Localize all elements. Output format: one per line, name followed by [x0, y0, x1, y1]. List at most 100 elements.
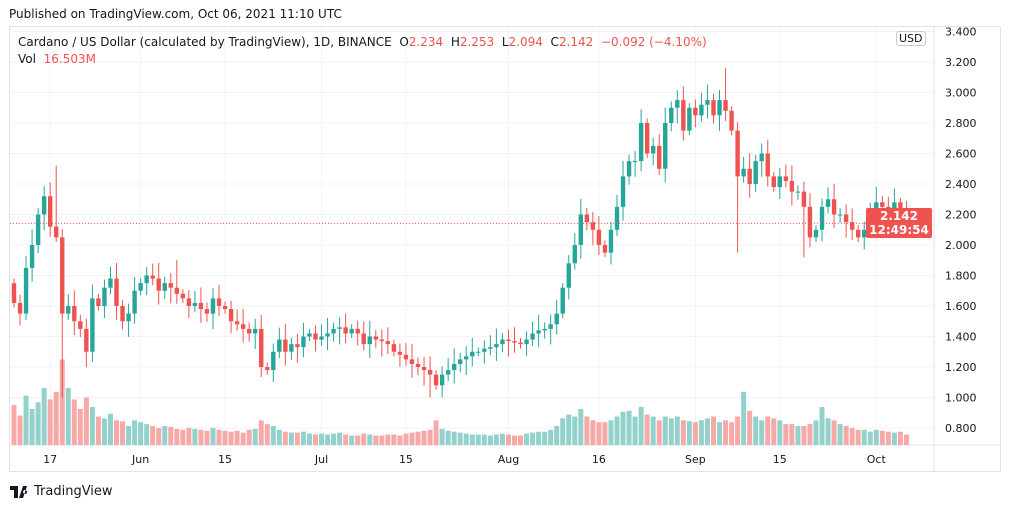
candle-body — [283, 339, 288, 352]
candle-body — [681, 100, 686, 131]
y-tick-label: 3.000 — [945, 87, 977, 100]
volume-bar — [759, 420, 765, 445]
candle-body — [445, 370, 451, 375]
volume-bar — [747, 410, 753, 445]
volume-bar — [210, 427, 216, 445]
volume-bar — [252, 428, 258, 445]
candle-body — [807, 206, 813, 238]
volume-bar — [686, 421, 692, 445]
candle-body — [530, 333, 535, 340]
candle-body — [421, 367, 427, 371]
volume-bar — [698, 420, 704, 445]
x-tick-label: 17 — [43, 453, 57, 466]
volume-bar — [885, 431, 891, 445]
y-tick-label: 2.200 — [945, 209, 977, 222]
volume-bar — [319, 433, 325, 445]
candle-body — [759, 153, 764, 162]
volume-bar — [385, 434, 391, 445]
volume-bar — [548, 429, 554, 445]
candle-body — [17, 302, 23, 314]
volume-bar — [560, 418, 566, 445]
volume-bar — [53, 391, 59, 445]
candle-body — [482, 348, 487, 352]
volume-bar — [186, 427, 192, 445]
candle-body — [415, 363, 421, 367]
volume-bar — [692, 422, 698, 445]
candle-body — [880, 202, 885, 207]
volume-bar — [765, 416, 771, 445]
volume-value: 16.503M — [43, 52, 96, 66]
volume-bar — [306, 433, 312, 445]
last-price-value: 2.142 — [880, 209, 918, 223]
volume-bar — [59, 359, 65, 445]
tradingview-logo[interactable]: TradingView — [10, 484, 113, 499]
candle-body — [470, 351, 475, 357]
volume-bar — [264, 424, 270, 445]
time-axis[interactable]: 17 Jun 15 Jul 15 Aug 16 Sep 15 Oct — [43, 453, 886, 466]
volume-bar — [771, 418, 777, 445]
volume-bar — [138, 422, 144, 445]
volume-bar — [554, 426, 560, 445]
price-axis[interactable]: 3.400 3.200 3.000 2.800 2.600 2.400 2.200 2.000… — [945, 26, 977, 436]
candle-body — [132, 290, 137, 314]
volume-bar — [373, 435, 379, 445]
candle-body — [96, 298, 101, 306]
candle-body — [246, 328, 252, 334]
candle-body — [777, 176, 783, 188]
candle-body — [301, 336, 306, 348]
volume-bar — [849, 427, 855, 445]
candle-body — [35, 214, 41, 245]
volume-bar — [288, 432, 294, 445]
volume-bar — [638, 407, 644, 445]
volume-bar — [415, 431, 421, 445]
candle-body — [657, 145, 662, 169]
chart-frame[interactable] — [9, 26, 1001, 472]
volume-bar — [77, 408, 83, 445]
candle-body — [578, 214, 584, 245]
candle-body — [753, 161, 758, 184]
volume-bar — [270, 426, 276, 445]
candle-body — [433, 374, 439, 386]
candle-body — [222, 306, 228, 310]
countdown: 12:49:54 — [869, 223, 929, 237]
candle-body — [253, 328, 258, 334]
volume-bar — [487, 435, 493, 445]
candle-body — [114, 278, 119, 306]
volume-bar — [789, 424, 795, 445]
candle-body — [427, 370, 433, 375]
candle-body — [620, 176, 626, 207]
y-tick-label: 0.800 — [945, 422, 977, 435]
candle-body — [331, 328, 336, 334]
candle-body — [259, 328, 264, 367]
candle-body — [391, 344, 397, 352]
volume-bar — [343, 434, 349, 445]
candle-body — [367, 336, 372, 345]
x-tick-label: 15 — [399, 453, 413, 466]
volume-bar — [95, 416, 101, 445]
volume-bar — [530, 432, 536, 445]
volume-bars — [11, 359, 909, 445]
volume-bar — [493, 434, 499, 445]
volume-bar — [578, 408, 584, 445]
y-tick-label: 3.400 — [945, 26, 977, 39]
currency-button[interactable]: USD — [896, 31, 926, 46]
volume-bar — [451, 431, 457, 445]
y-tick-label: 1.000 — [945, 392, 977, 405]
candle-body — [307, 333, 312, 337]
volume-bar — [144, 424, 150, 445]
candle-body — [409, 359, 415, 364]
volume-bar — [735, 416, 741, 445]
volume-bar — [753, 416, 759, 445]
x-tick-label: 16 — [592, 453, 606, 466]
volume-bar — [313, 434, 318, 445]
candle-body — [234, 321, 240, 325]
volume-bar — [831, 420, 837, 445]
volume-bar — [518, 435, 524, 445]
volume-bar — [825, 418, 831, 445]
volume-bar — [409, 432, 415, 445]
high-value: 2.253 — [459, 35, 495, 49]
candle-body — [138, 283, 143, 291]
candle-body — [699, 104, 704, 116]
volume-bar — [602, 422, 608, 445]
